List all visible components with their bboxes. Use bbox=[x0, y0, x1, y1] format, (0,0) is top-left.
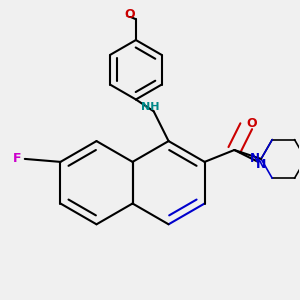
Text: N: N bbox=[256, 158, 266, 171]
Text: N: N bbox=[250, 152, 260, 165]
Text: F: F bbox=[13, 152, 22, 165]
Text: NH: NH bbox=[142, 102, 160, 112]
Text: O: O bbox=[247, 117, 257, 130]
Text: O: O bbox=[124, 8, 135, 21]
